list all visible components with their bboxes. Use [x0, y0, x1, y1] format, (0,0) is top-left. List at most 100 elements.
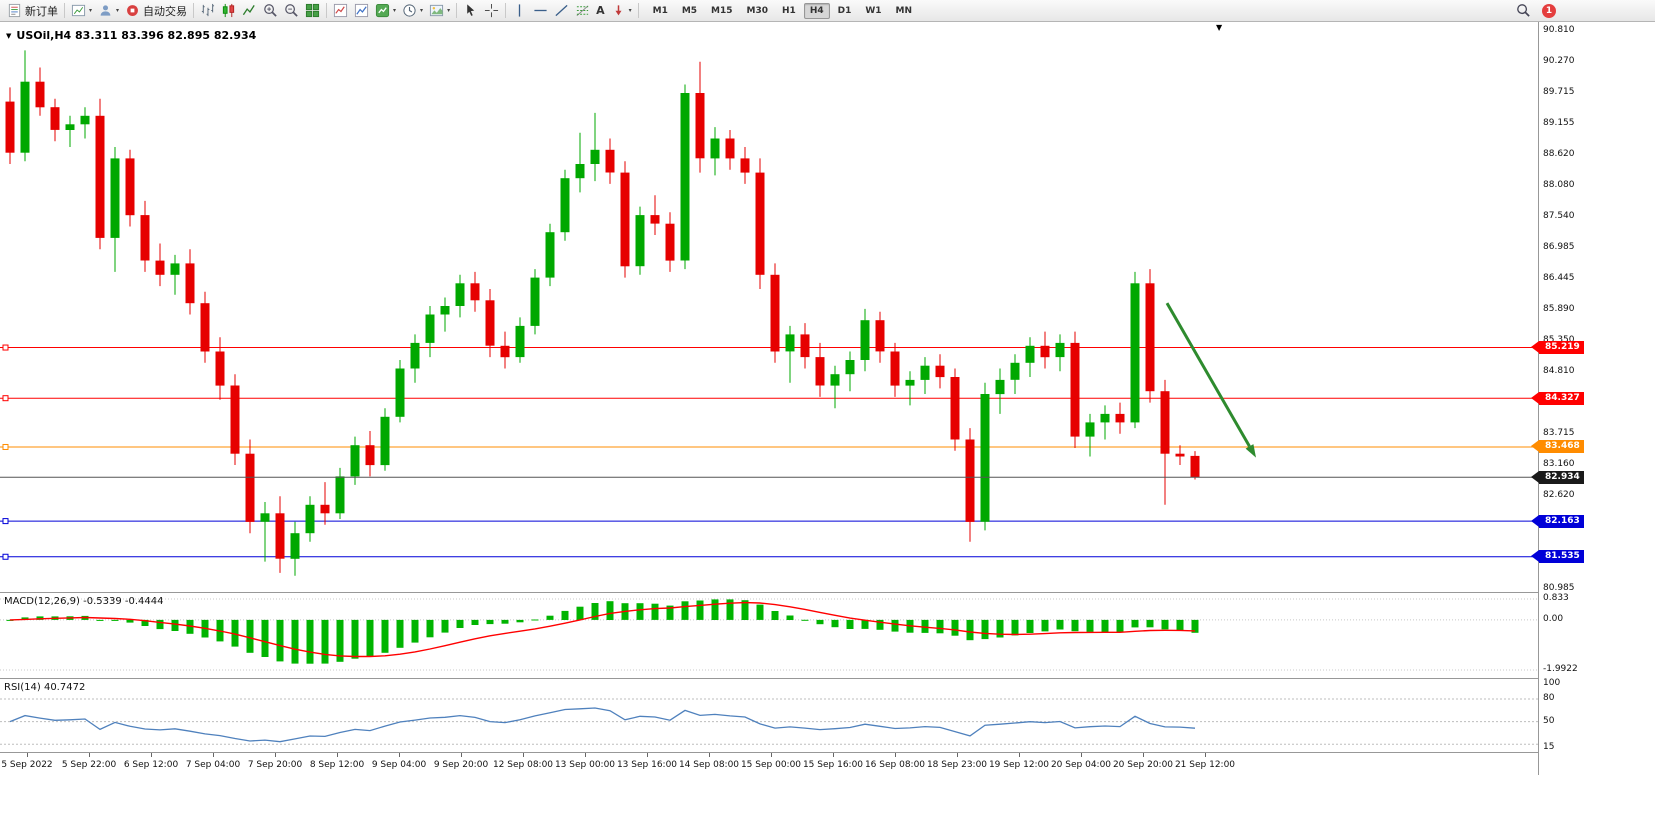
candle	[470, 271, 480, 312]
time-axis[interactable]: 5 Sep 2022 5 Sep 22:00 6 Sep 12:00 7 Sep 04…	[0, 752, 1655, 775]
trendline-tool-button[interactable]	[551, 1, 572, 20]
chart-end-marker-icon[interactable]: ▼	[1216, 23, 1223, 32]
macd-scale-label: 0.833	[1543, 593, 1569, 603]
candlestick-mode-button[interactable]	[218, 1, 239, 20]
line-chart-mode-button[interactable]	[239, 1, 260, 20]
zoom-in-button[interactable]	[260, 1, 281, 20]
macd-histogram-bar	[366, 619, 374, 657]
toolbar-right: 1	[1513, 1, 1556, 20]
price-level-handle[interactable]	[2, 553, 9, 560]
zoom-in-icon	[264, 4, 277, 17]
macd-histogram-bar	[741, 600, 749, 620]
macd-histogram-bar	[1176, 619, 1184, 631]
rsi-scale-label: 80	[1543, 693, 1555, 704]
notification-badge[interactable]: 1	[1542, 3, 1556, 18]
candle	[20, 50, 30, 162]
cursor-tool-button[interactable]	[460, 1, 481, 20]
new-order-button[interactable]: 新订单	[4, 1, 61, 20]
timeframe-button-h4[interactable]: H4	[803, 2, 830, 19]
candle	[365, 431, 375, 477]
periods-button[interactable]: ▾	[399, 1, 426, 20]
new-order-icon	[8, 3, 21, 18]
time-tick-label: 20 Sep 04:00	[1050, 760, 1112, 770]
trend-arrow-line[interactable]	[1165, 302, 1251, 448]
timeframe-button-mn[interactable]: MN	[895, 5, 913, 16]
auto-trading-button[interactable]: 自动交易	[122, 1, 190, 20]
price-tick-label: 89.715	[1543, 87, 1575, 97]
time-tick-label: 5 Sep 2022	[1, 760, 53, 770]
new-chart-icon	[71, 4, 86, 17]
candle	[1010, 354, 1020, 394]
price-tick-label: 80.985	[1543, 583, 1575, 593]
macd-histogram-bar	[951, 619, 959, 636]
macd-histogram-bar	[861, 619, 869, 629]
template-icon	[430, 4, 444, 17]
objects-button[interactable]	[351, 1, 372, 20]
macd-histogram-bar	[351, 619, 359, 659]
macd-histogram-bar	[561, 610, 569, 620]
candle	[125, 149, 135, 227]
time-tick-mark	[461, 753, 462, 757]
candle	[500, 331, 510, 369]
timeframe-button-h1[interactable]: H1	[782, 5, 796, 16]
macd-histogram-bar	[501, 619, 509, 624]
main-chart-canvas[interactable]	[0, 22, 1538, 592]
templates-button[interactable]: ▾	[426, 1, 453, 20]
timeframe-button-m5[interactable]: M5	[681, 5, 698, 16]
arrows-tool-button[interactable]: ▾	[608, 1, 635, 20]
macd-histogram-bar	[636, 603, 644, 620]
candle	[95, 98, 105, 250]
candle	[1055, 334, 1065, 372]
time-tick-label: 16 Sep 08:00	[864, 760, 926, 770]
tile-windows-button[interactable]	[302, 1, 323, 20]
macd-histogram-bar	[786, 615, 794, 620]
timeframe-button-d1[interactable]: D1	[837, 5, 852, 16]
price-tick-label: 88.080	[1543, 180, 1575, 190]
chart-title-text: USOil,H4 83.311 83.396 82.895 82.934	[16, 29, 257, 42]
rsi-panel[interactable]: RSI(14) 40.7472	[0, 678, 1655, 752]
search-button[interactable]	[1513, 1, 1534, 20]
price-axis[interactable]: 90.810 90.270 89.715 89.155 88.620 88.080 87.5…	[1531, 22, 1655, 775]
vertical-line-tool-button[interactable]	[509, 1, 530, 20]
chevron-down-icon: ▾	[420, 7, 424, 14]
timeframe-button-w1[interactable]: W1	[865, 5, 882, 16]
candle	[410, 334, 420, 383]
line-chart-icon	[242, 4, 255, 16]
zoom-out-button[interactable]	[281, 1, 302, 20]
new-chart-button[interactable]: ▾	[68, 1, 95, 20]
candle	[710, 127, 720, 176]
bar-chart-mode-button[interactable]	[197, 1, 218, 20]
profiles-button[interactable]: ▾	[95, 1, 122, 20]
candle	[200, 291, 210, 363]
text-tool-button[interactable]: A	[593, 1, 608, 20]
price-tick-label: 87.540	[1543, 211, 1575, 221]
rsi-scale-label: 100	[1543, 678, 1561, 688]
time-tick-mark	[1205, 753, 1206, 757]
price-level-handle[interactable]	[2, 443, 9, 450]
price-level-handle[interactable]	[2, 395, 9, 402]
time-tick-label: 7 Sep 20:00	[247, 760, 303, 770]
indicators-button[interactable]	[330, 1, 351, 20]
indicator-list-button[interactable]: ▾	[372, 1, 399, 20]
price-level-handle[interactable]	[2, 344, 9, 351]
price-tick-label: 86.445	[1543, 273, 1575, 283]
crosshair-tool-button[interactable]	[481, 1, 502, 20]
one-click-expander-icon[interactable]: ▼	[6, 31, 12, 40]
timeframe-button-m15[interactable]: M15	[711, 5, 733, 16]
fibonacci-tool-button[interactable]	[572, 1, 593, 20]
price-tick-label: 90.270	[1543, 56, 1575, 66]
candle	[440, 297, 450, 332]
macd-histogram-bar	[846, 619, 854, 629]
candle	[245, 439, 255, 534]
macd-panel[interactable]: MACD(12,26,9) -0.5339 -0.4444	[0, 592, 1655, 678]
price-level-handle[interactable]	[2, 518, 9, 525]
macd-histogram-bar	[771, 611, 779, 620]
time-tick-mark	[1019, 753, 1020, 757]
time-tick-label: 5 Sep 22:00	[61, 760, 117, 770]
horizontal-line-tool-button[interactable]	[530, 1, 551, 20]
arrow-tool-icon	[615, 5, 622, 16]
timeframe-button-m1[interactable]: M1	[652, 5, 668, 16]
time-tick-label: 14 Sep 08:00	[678, 760, 740, 770]
timeframe-button-m30[interactable]: M30	[746, 5, 769, 16]
macd-scale-label: 0.00	[1543, 613, 1564, 624]
